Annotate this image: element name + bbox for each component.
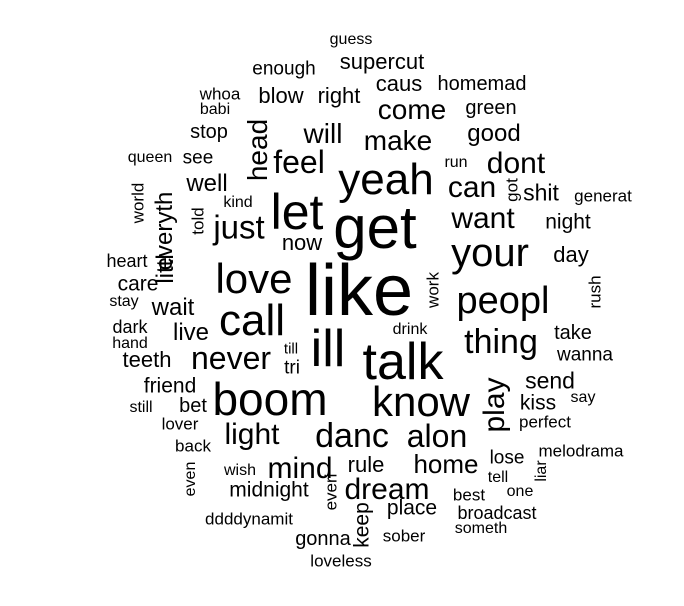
- word-midnight: midnight: [229, 478, 309, 502]
- word-right: right: [317, 83, 361, 108]
- word-kind: kind: [223, 194, 253, 211]
- word-let: let: [270, 184, 324, 240]
- word-gonna: gonna: [295, 528, 351, 550]
- word-generat: generat: [574, 186, 632, 206]
- word-alon: alon: [406, 418, 468, 454]
- word-know: know: [371, 378, 471, 425]
- word-run: run: [444, 154, 468, 171]
- word-babi: babi: [199, 101, 231, 118]
- word-dont: dont: [486, 147, 546, 180]
- word-wait: wait: [151, 294, 195, 321]
- word-play: play: [478, 377, 511, 433]
- word-feel: feel: [273, 144, 325, 180]
- word-love: love: [215, 255, 293, 302]
- word-shit: shit: [523, 179, 559, 206]
- word-caus: caus: [375, 71, 423, 96]
- word-green: green: [465, 97, 517, 119]
- word-lose: lose: [489, 447, 525, 469]
- word-home: home: [413, 449, 479, 479]
- word-talk: talk: [362, 333, 444, 391]
- word-whoa: whoa: [199, 84, 241, 104]
- word-ill: ill: [310, 320, 346, 378]
- word-just: just: [213, 208, 265, 246]
- word-teeth: teeth: [122, 347, 172, 372]
- word-one: one: [506, 483, 534, 500]
- word-liar: liar: [533, 460, 550, 482]
- word-tri: tri: [284, 357, 300, 379]
- word-sober: sober: [382, 526, 426, 546]
- word-now: now: [281, 230, 323, 255]
- word-rush: rush: [585, 275, 605, 309]
- word-melodrama: melodrama: [538, 441, 624, 461]
- word-get: get: [333, 194, 417, 261]
- word-heart: heart: [106, 251, 148, 271]
- word-till: till: [283, 340, 299, 358]
- word-can: can: [447, 171, 497, 204]
- word-guess: guess: [329, 31, 373, 48]
- word-boom: boom: [212, 373, 328, 425]
- word-broadcast: broadcast: [457, 503, 537, 523]
- word-drink: drink: [392, 321, 428, 338]
- word-bet: bet: [179, 395, 207, 417]
- word-stop: stop: [190, 121, 228, 143]
- word-light: light: [224, 418, 280, 451]
- word-lover: lover: [161, 414, 199, 434]
- word-come: come: [377, 94, 447, 125]
- word-queen: queen: [127, 149, 173, 166]
- word-good: good: [467, 120, 521, 147]
- word-homemad: homemad: [437, 73, 527, 95]
- word-best: best: [452, 485, 486, 505]
- word-danc: danc: [315, 417, 389, 455]
- word-friend: friend: [143, 374, 197, 398]
- word-take: take: [554, 322, 592, 344]
- word-tell: tell: [487, 469, 509, 486]
- word-peopl: peopl: [456, 280, 550, 322]
- word-someth: someth: [454, 520, 508, 537]
- word-enough: enough: [252, 58, 316, 80]
- word-want: want: [451, 202, 515, 235]
- word-work: work: [423, 272, 443, 308]
- word-supercut: supercut: [339, 49, 425, 74]
- word-loveless: loveless: [310, 551, 372, 571]
- word-make: make: [363, 125, 433, 156]
- word-perfect: perfect: [519, 412, 571, 432]
- word-never: never: [190, 340, 272, 376]
- word-night: night: [545, 210, 591, 234]
- word-live: live: [172, 319, 210, 346]
- word-world: world: [128, 182, 148, 224]
- word-well: well: [186, 170, 228, 197]
- word-kiss: kiss: [519, 391, 557, 415]
- word-keep: keep: [350, 502, 374, 548]
- word-your: your: [451, 231, 529, 275]
- word-place: place: [386, 496, 438, 520]
- word-thing: thing: [464, 323, 538, 361]
- word-care: care: [117, 272, 159, 296]
- word-ddddynamit: ddddynamit: [205, 509, 293, 529]
- word-told: told: [188, 207, 208, 235]
- word-day: day: [553, 242, 589, 267]
- word-yeah: yeah: [338, 155, 434, 204]
- word-send: send: [525, 367, 575, 394]
- word-stay: stay: [109, 293, 139, 310]
- word-say: say: [570, 389, 596, 406]
- word-head: head: [242, 118, 273, 182]
- word-wish: wish: [223, 462, 257, 479]
- word-even: even: [182, 461, 199, 497]
- word-dark: dark: [112, 317, 148, 337]
- word-wanna: wanna: [557, 344, 613, 366]
- word-back: back: [175, 436, 211, 456]
- word-blow: blow: [258, 83, 304, 108]
- word-mind: mind: [267, 452, 333, 485]
- word-will: will: [303, 118, 343, 149]
- word-hand: hand: [112, 335, 148, 352]
- word-call: call: [218, 296, 286, 345]
- word-see: see: [182, 147, 214, 169]
- word-like: like: [304, 251, 414, 331]
- word-dream: dream: [344, 473, 430, 506]
- word-still: still: [129, 399, 153, 416]
- word-rule: rule: [347, 452, 385, 477]
- word-got: got: [502, 178, 522, 202]
- word-everi: everi: [321, 473, 341, 511]
